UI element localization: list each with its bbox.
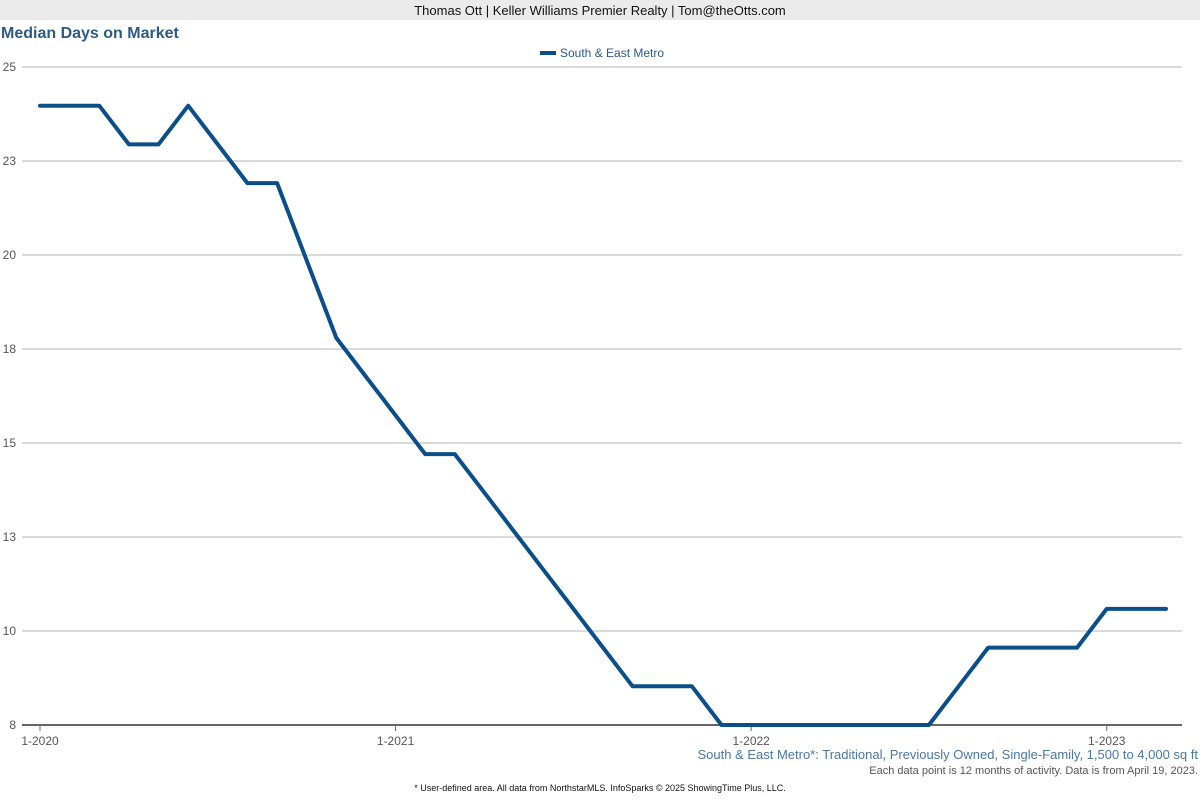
series-line-south-east-metro	[38, 103, 1168, 727]
x-tick-label: 1-2020	[21, 734, 59, 748]
legend-label: South & East Metro	[560, 46, 665, 60]
y-tick-label: 10	[3, 624, 17, 638]
y-tick-label: 18	[3, 342, 17, 356]
y-tick-label: 25	[3, 60, 17, 74]
y-tick-label: 23	[3, 154, 17, 168]
y-tick-label: 13	[3, 530, 17, 544]
y-tick-label: 20	[3, 248, 17, 262]
source-footer: * User-defined area. All data from North…	[414, 783, 786, 793]
data-note: Each data point is 12 months of activity…	[869, 765, 1198, 777]
x-tick-label: 1-2021	[377, 734, 415, 748]
legend-swatch	[540, 51, 556, 55]
header-bar: Thomas Ott | Keller Williams Premier Rea…	[0, 0, 1200, 20]
x-tick-label: 1-2022	[732, 734, 770, 748]
legend[interactable]: South & East Metro	[540, 46, 664, 60]
y-tick-label: 8	[9, 718, 16, 732]
x-tick-label: 1-2023	[1088, 734, 1126, 748]
chart-subtitle: South & East Metro*: Traditional, Previo…	[697, 747, 1198, 762]
chart-title: Median Days on Market	[1, 25, 179, 42]
y-tick-label: 15	[3, 436, 17, 450]
